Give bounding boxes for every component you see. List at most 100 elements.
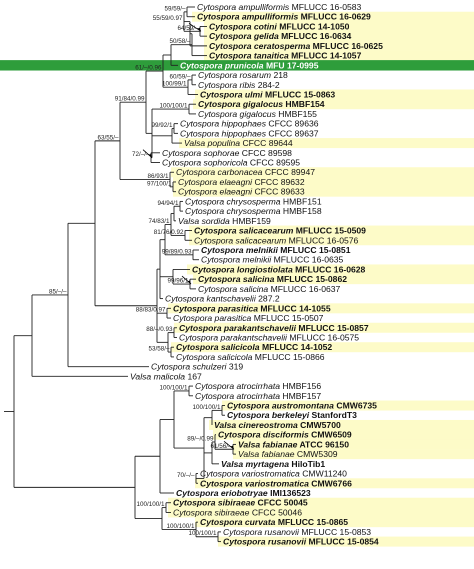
taxon-label-t46: Valsa fabianae CMW5309 — [238, 449, 338, 459]
highlight-band-t3 — [204, 31, 474, 42]
taxon-strain-t30: 287.2 — [256, 294, 280, 304]
highlight-band-t49 — [195, 478, 474, 489]
taxon-species-t22: Valsa sordida — [178, 216, 230, 226]
taxon-label-t7: Cytospora rosarum 218 — [198, 70, 288, 80]
taxon-label-t13: Cytospora hippophaes CFCC 89637 — [180, 128, 319, 138]
taxon-label-t45: Valsa fabianae ATCC 96150 — [238, 439, 349, 449]
taxon-species-t49: Cytospora variostromatica — [200, 478, 309, 488]
taxon-species-t19: Cytospora elaeagni — [178, 187, 253, 197]
taxon-label-t31: Cytospora parasitica MFLUCC 14-1055 — [173, 303, 331, 313]
taxon-species-t39: Cytospora atrocirrhata — [195, 381, 280, 391]
highlight-band-t17 — [171, 167, 474, 178]
taxon-strain-t40: HMBF157 — [280, 391, 321, 401]
taxon-label-t8: Cytospora ribis 284-2 — [198, 80, 280, 90]
taxon-strain-t34: MFLUCC 16-0575 — [287, 332, 359, 342]
highlight-band-t5 — [204, 50, 474, 61]
taxon-strain-t9: MFLUCC 15-0863 — [263, 89, 336, 99]
taxon-label-t6: Cytospora prunicola MFU 17-0995 — [180, 60, 319, 70]
taxon-species-t25: Cytospora melnikii — [201, 245, 278, 255]
taxon-species-t0: Cytospora ampulliformis — [197, 2, 290, 12]
support-value-n_A: 55/59/0.97 — [153, 15, 183, 22]
taxon-strain-t33: MFLUCC 15-0857 — [296, 323, 369, 333]
taxon-species-t44: Cytospora disciformis — [218, 430, 309, 440]
taxon-label-t15: Cytospora sophorae CFCC 89598 — [162, 148, 292, 158]
taxon-label-t50: Cytospora eriobotryae IMI136523 — [176, 488, 311, 498]
pointer-arrow-n_fab — [223, 440, 235, 450]
highlight-band-t18 — [173, 176, 474, 187]
taxon-strain-t6: MFU 17-0995 — [264, 60, 319, 70]
taxon-label-t47: Valsa myrtagena HiloTib1 — [221, 459, 325, 469]
support-value-n_M: 74/83/1 — [148, 218, 170, 225]
support-value-n_atr: 100/100/1 — [159, 384, 188, 391]
taxon-label-t30: Cytospora kantschavelii 287.2 — [165, 294, 280, 304]
taxon-strain-t19: CFCC 89633 — [252, 187, 305, 197]
taxon-label-t19: Cytospora elaeagni CFCC 89633 — [178, 187, 305, 197]
taxon-species-t38: Valsa malicola — [130, 371, 185, 381]
taxon-label-t9: Cytospora ulmi MFLUCC 15-0863 — [200, 89, 335, 99]
taxon-species-t11: Cytospora gigalocus — [198, 109, 277, 119]
taxon-species-t46: Valsa fabianae — [238, 449, 295, 459]
taxon-strain-t28: MFLUCC 15-0862 — [274, 274, 347, 284]
taxon-label-t36: Cytospora salicicola MFLUCC 15-0866 — [176, 352, 325, 362]
taxon-label-t10: Cytospora gigalocus HMBF154 — [198, 99, 325, 109]
taxon-species-t28: Cytospora salicina — [198, 274, 275, 284]
taxon-label-t41: Cytospora austromontana CMW6735 — [227, 401, 377, 411]
pointer-arrowhead-n_salc — [187, 280, 191, 285]
taxon-strain-t46: CMW5309 — [295, 449, 338, 459]
highlight-band-t35 — [171, 342, 474, 353]
taxon-strain-t36: MFLUCC 15-0866 — [252, 352, 324, 362]
support-value-n_chry: 94/94/1 — [157, 200, 179, 207]
taxon-strain-t22: HMBF159 — [230, 216, 271, 226]
taxon-label-t27: Cytospora longiostiolata MFLUCC 16-0628 — [192, 264, 366, 274]
taxon-species-t14: Valsa populina — [184, 138, 240, 148]
taxon-species-t20: Cytospora chrysosperma — [185, 196, 281, 206]
taxon-strain-t1: MFLUCC 16-0629 — [298, 12, 371, 22]
taxon-species-t9: Cytospora ulmi — [200, 89, 263, 99]
taxon-species-t31: Cytospora parasitica — [173, 303, 258, 313]
taxon-species-t41: Cytospora austromontana — [227, 401, 334, 411]
taxon-species-t21: Cytospora chrysosperma — [185, 206, 281, 216]
taxon-strain-t53: MFLUCC 15-0865 — [275, 517, 348, 527]
taxon-species-t53: Cytospora curvata — [200, 517, 276, 527]
taxon-label-t0: Cytospora ampulliformis MFLUCC 16-0583 — [197, 2, 362, 12]
taxon-species-t24: Cytospora salicacearum — [194, 235, 286, 245]
taxon-label-t51: Cytospora sibiraeae CFCC 50045 — [173, 498, 308, 508]
highlight-band-t31 — [168, 303, 474, 314]
taxon-strain-t3: MFLUCC 16-0634 — [279, 31, 352, 41]
support-value-n_gig: 100/100/1 — [159, 103, 188, 110]
highlight-bands — [0, 11, 474, 547]
support-value-n_I: 91/84/0.99 — [115, 96, 145, 103]
highlight-band-t27 — [187, 264, 474, 275]
highlight-band-t24 — [189, 235, 474, 246]
taxon-label-t21: Cytospora chrysosperma HMBF158 — [185, 206, 322, 216]
taxon-strain-t16: CFCC 89595 — [248, 158, 301, 168]
taxon-label-t26: Cytospora melnikii MFLUCC 16-0635 — [201, 255, 344, 265]
highlight-band-t2 — [204, 21, 474, 32]
highlight-band-t33 — [174, 322, 474, 333]
highlight-band-t51 — [168, 497, 474, 508]
taxon-species-t1: Cytospora ampulliformis — [197, 12, 298, 22]
taxon-label-t20: Cytospora chrysosperma HMBF151 — [185, 196, 322, 206]
taxon-strain-t10: HMBF154 — [283, 99, 325, 109]
support-value-n_par: 88/83/0.97 — [136, 307, 166, 314]
taxon-strain-t13: CFCC 89637 — [266, 128, 319, 138]
support-value-n_rus: 100/100/1 — [188, 530, 217, 537]
taxon-label-t34: Cytospora parakantschavelii MFLUCC 16-05… — [179, 332, 359, 342]
taxon-strain-t27: MFLUCC 16-0628 — [293, 264, 366, 274]
taxon-strain-t54: MFLUCC 15-0853 — [299, 527, 371, 537]
taxon-label-t40: Cytospora atrocirrhata HMBF157 — [195, 391, 321, 401]
taxon-label-t54: Cytospora rusanovii MFLUCC 15-0853 — [223, 527, 371, 537]
taxon-strain-t29: MFLUCC 16-0637 — [268, 284, 340, 294]
highlight-band-t28 — [193, 274, 474, 285]
taxon-label-t28: Cytospora salicina MFLUCC 15-0862 — [198, 274, 347, 284]
taxon-label-t49: Cytospora variostromatica CMW6766 — [200, 478, 352, 488]
support-value-n_sal: 81/76/0.92 — [154, 229, 184, 236]
highlight-band-t4 — [204, 40, 474, 51]
highlight-band-t10 — [193, 99, 474, 110]
taxon-strain-t35: MFLUCC 14-1052 — [260, 342, 333, 352]
taxon-strain-t17: CFCC 89947 — [262, 167, 315, 177]
taxon-species-t27: Cytospora longiostiolata — [192, 264, 293, 274]
support-value-n_salc: 99/96/1 — [167, 278, 189, 285]
